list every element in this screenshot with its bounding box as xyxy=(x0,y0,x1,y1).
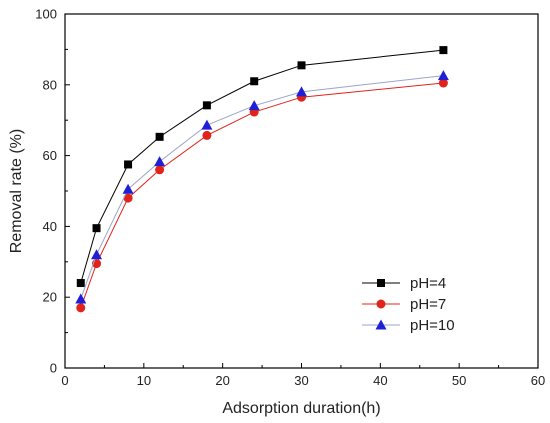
y-tick-label: 100 xyxy=(35,7,57,22)
x-tick-label: 60 xyxy=(531,373,545,388)
series-line xyxy=(80,75,444,300)
y-tick-label: 0 xyxy=(50,361,57,376)
data-point xyxy=(155,165,165,175)
x-tick-label: 40 xyxy=(373,373,387,388)
series-ph-7 xyxy=(76,78,448,313)
y-tick-label: 40 xyxy=(43,219,57,234)
axes-layer: 0 10 20 30 40 50 60 0 20 40 60 80 100 xyxy=(35,7,545,389)
legend-item: pH=10 xyxy=(362,317,455,334)
data-point xyxy=(248,100,260,111)
x-tick-label: 50 xyxy=(452,373,466,388)
data-point xyxy=(155,132,164,141)
legend-item: pH=4 xyxy=(362,275,446,292)
data-point xyxy=(76,279,85,288)
data-point xyxy=(122,183,134,194)
legend-marker xyxy=(377,279,385,287)
series-ph-10 xyxy=(75,70,449,304)
legend-label: pH=10 xyxy=(410,317,455,334)
data-point xyxy=(92,224,101,233)
data-point xyxy=(124,160,133,169)
data-point xyxy=(201,119,213,130)
legend-label: pH=4 xyxy=(410,275,446,292)
x-tick-label: 20 xyxy=(215,373,229,388)
data-point xyxy=(202,130,212,140)
series-line xyxy=(80,82,444,308)
data-point xyxy=(250,77,259,86)
legend-marker xyxy=(376,299,386,309)
data-point xyxy=(202,101,211,110)
data-point xyxy=(297,61,306,70)
x-tick-label: 0 xyxy=(61,373,68,388)
series-layer xyxy=(75,46,449,313)
data-point xyxy=(91,249,103,260)
series-ph-4 xyxy=(76,46,448,288)
data-point xyxy=(437,70,449,81)
data-point xyxy=(154,156,166,167)
x-tick-label: 10 xyxy=(137,373,151,388)
y-tick-label: 60 xyxy=(43,148,57,163)
data-point xyxy=(439,46,448,55)
data-point xyxy=(123,193,133,203)
data-point xyxy=(438,78,448,88)
y-axis-title: Removal rate (%) xyxy=(8,129,25,253)
x-axis-title: Adsorption duration(h) xyxy=(222,400,380,417)
legend-marker xyxy=(375,319,387,330)
y-tick-label: 80 xyxy=(43,77,57,92)
data-point xyxy=(75,293,87,304)
x-tick-label: 30 xyxy=(294,373,308,388)
data-point xyxy=(76,303,86,313)
data-point xyxy=(296,86,307,97)
y-tick-label: 20 xyxy=(43,290,57,305)
legend-item: pH=7 xyxy=(362,296,446,313)
series-line xyxy=(80,49,444,284)
legend-label: pH=7 xyxy=(410,296,446,313)
legend: pH=4 pH=7 pH=10 xyxy=(362,275,455,334)
